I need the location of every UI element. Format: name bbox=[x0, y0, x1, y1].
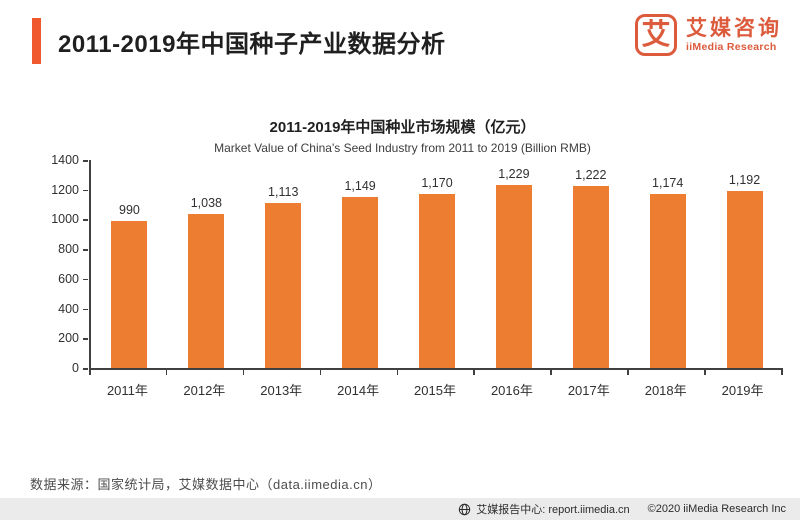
x-tick-mark bbox=[319, 370, 322, 375]
y-tick-label: 400 bbox=[58, 301, 79, 316]
x-tick-label: 2017年 bbox=[567, 383, 610, 398]
bar-2013年 bbox=[265, 202, 302, 368]
bar-2015年 bbox=[419, 194, 455, 368]
title-accent-bar bbox=[32, 18, 41, 64]
bar-cell-2018年: 1,174 bbox=[629, 160, 706, 368]
logo-name-en: iiMedia Research bbox=[686, 41, 777, 54]
x-tick-label: 2016年 bbox=[490, 383, 533, 398]
x-tick-mark bbox=[89, 370, 91, 375]
bar-value-label: 1,174 bbox=[652, 175, 684, 190]
bar-cell-2017年: 1,222 bbox=[552, 160, 629, 368]
globe-icon bbox=[458, 503, 471, 516]
iimedia-logo-icon: 艾 bbox=[635, 14, 677, 56]
seed-industry-bar-chart: 2011-2019年中国种业市场规模（亿元） Market Value of C… bbox=[30, 110, 783, 410]
bar-2012年 bbox=[188, 213, 225, 368]
x-tick-label: 2012年 bbox=[183, 383, 226, 398]
bar-value-label: 1,170 bbox=[421, 176, 453, 191]
bar-value-label: 1,038 bbox=[190, 195, 222, 210]
bar-2018年 bbox=[649, 193, 686, 368]
y-tick-mark bbox=[83, 189, 88, 192]
y-tick-mark bbox=[83, 219, 88, 221]
report-center-text: 艾媒报告中心: report.iimedia.cn bbox=[476, 504, 630, 516]
iimedia-logo: 艾 艾媒咨询 iiMedia Research bbox=[635, 14, 782, 56]
bars-container: 990 1,038 1,113 1,149 1,170 1,229 1,222 1,174 1,… bbox=[91, 160, 783, 368]
bar-cell-2012年: 1,038 bbox=[168, 160, 245, 368]
bottom-bar: 艾媒报告中心: report.iimedia.cn ©2020 iiMedia … bbox=[0, 498, 800, 520]
plot-area: 990 1,038 1,113 1,149 1,170 1,229 1,222 1,174 1,… bbox=[89, 160, 783, 370]
x-tick-label: 2014年 bbox=[337, 383, 380, 398]
x-tick-mark bbox=[704, 370, 706, 375]
bar-value-label: 1,229 bbox=[498, 167, 530, 182]
chart-subtitle: Market Value of China's Seed Industry fr… bbox=[214, 141, 591, 155]
bar-2016年 bbox=[495, 185, 532, 368]
y-tick-label: 1000 bbox=[51, 212, 79, 227]
y-tick-label: 0 bbox=[72, 361, 79, 375]
x-tick-label: 2018年 bbox=[644, 383, 687, 398]
x-tick-mark bbox=[781, 370, 783, 375]
x-tick-label: 2015年 bbox=[414, 383, 456, 398]
header: 2011-2019年中国种子产业数据分析 bbox=[32, 18, 445, 64]
bar-2011年 bbox=[111, 220, 148, 368]
bar-2017年 bbox=[572, 186, 609, 368]
bar-2019年 bbox=[726, 190, 763, 368]
bar-value-label: 1,149 bbox=[344, 179, 376, 194]
x-tick-mark bbox=[242, 370, 245, 375]
y-tick-label: 1400 bbox=[51, 153, 79, 167]
logo-name-cn: 艾媒咨询 bbox=[686, 16, 782, 40]
bar-cell-2011年: 990 bbox=[91, 160, 168, 368]
x-tick-mark bbox=[473, 370, 475, 375]
x-tick-label: 2011年 bbox=[106, 383, 148, 398]
y-tick-label: 1200 bbox=[51, 182, 79, 197]
bar-cell-2013年: 1,113 bbox=[245, 160, 322, 368]
y-tick-mark bbox=[83, 308, 88, 311]
y-tick-label: 600 bbox=[58, 271, 79, 286]
bar-value-label: 1,222 bbox=[575, 168, 607, 183]
y-tick-label: 200 bbox=[58, 331, 79, 346]
y-tick-mark bbox=[83, 338, 88, 340]
bar-value-label: 990 bbox=[119, 202, 140, 217]
y-tick-mark bbox=[83, 368, 88, 370]
bar-cell-2015年: 1,170 bbox=[399, 160, 476, 368]
bar-2014年 bbox=[342, 197, 379, 368]
chart-title: 2011-2019年中国种业市场规模（亿元） bbox=[269, 119, 536, 136]
data-source-note: 数据来源：国家统计局，艾媒数据中心（data.iimedia.cn） bbox=[30, 477, 382, 492]
bar-value-label: 1,113 bbox=[268, 184, 299, 199]
y-tick-mark bbox=[83, 249, 88, 251]
bar-cell-2016年: 1,229 bbox=[475, 160, 552, 368]
logo-text: 艾媒咨询 iiMedia Research bbox=[686, 17, 782, 53]
x-tick-label: 2019年 bbox=[721, 383, 764, 398]
bar-cell-2019年: 1,192 bbox=[706, 160, 783, 368]
x-axis-labels: 2011年 2012年 2013年 2014年 2015年 2016年 2017年 2018年… bbox=[89, 380, 781, 399]
x-tick-mark bbox=[627, 370, 629, 375]
page-title: 2011-2019年中国种子产业数据分析 bbox=[58, 30, 446, 58]
x-tick-mark bbox=[165, 370, 168, 375]
x-tick-mark bbox=[550, 370, 552, 375]
bar-value-label: 1,192 bbox=[728, 172, 761, 187]
y-tick-mark bbox=[83, 278, 88, 281]
copyright-text: ©2020 iiMedia Research Inc bbox=[647, 503, 786, 515]
bar-cell-2014年: 1,149 bbox=[322, 160, 399, 368]
x-tick-label: 2013年 bbox=[260, 383, 303, 398]
y-tick-mark bbox=[83, 160, 88, 162]
x-tick-mark bbox=[396, 370, 399, 375]
y-tick-label: 800 bbox=[58, 242, 79, 257]
